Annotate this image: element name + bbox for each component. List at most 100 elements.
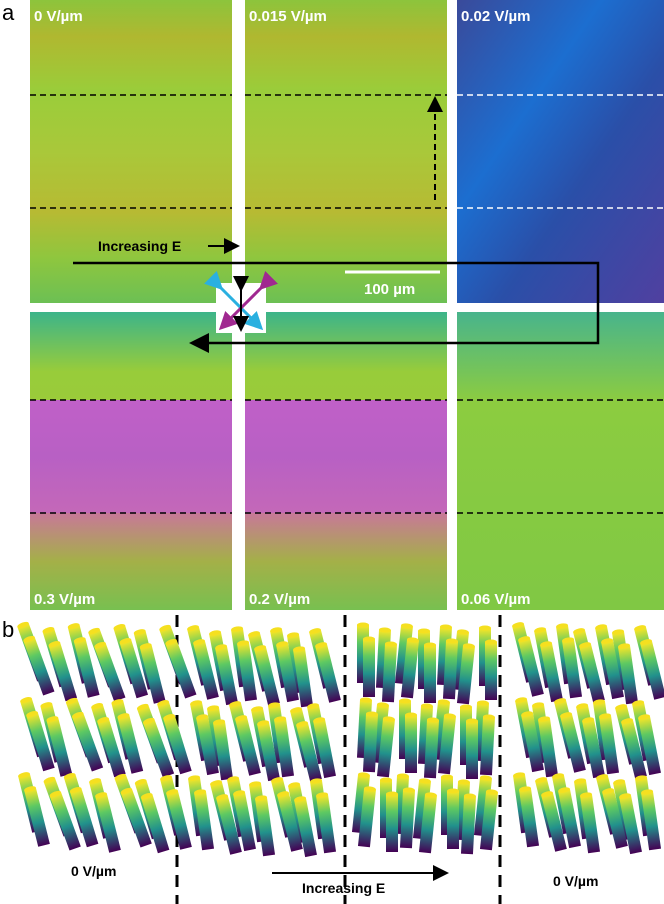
rod-cap xyxy=(615,704,627,710)
rod-cap xyxy=(233,790,245,796)
rod-cap xyxy=(26,711,38,717)
nanorod xyxy=(46,716,73,777)
rod-cap xyxy=(251,706,263,712)
nanorod xyxy=(638,714,661,776)
rod-body xyxy=(24,787,50,847)
rod-body xyxy=(599,715,620,775)
nanorod xyxy=(485,639,497,700)
rod-body xyxy=(23,636,55,696)
rod-cap xyxy=(257,720,269,726)
rod-cap xyxy=(558,787,570,793)
rod-body xyxy=(447,791,459,849)
rod-cap xyxy=(447,788,459,794)
rod-cap xyxy=(464,793,476,799)
rod-cap xyxy=(483,714,495,720)
rod-cap xyxy=(573,628,585,634)
scale-label: 100 µm xyxy=(364,281,415,298)
rod-cap xyxy=(277,791,289,797)
nanorod xyxy=(521,711,544,773)
rod-cap xyxy=(43,776,56,784)
rod-cap xyxy=(274,716,286,722)
rod-cap xyxy=(95,792,107,798)
rod-cap xyxy=(159,624,171,632)
micrograph xyxy=(245,0,447,303)
rod-cap xyxy=(249,781,261,787)
rod-cap xyxy=(480,775,492,781)
rod-cap xyxy=(538,716,550,722)
micrograph xyxy=(30,0,232,303)
nanorod xyxy=(120,787,152,848)
rod-cap xyxy=(309,628,321,634)
rod-cap xyxy=(619,793,631,799)
nanorod xyxy=(400,637,419,699)
rod-cap xyxy=(407,637,419,643)
nanorod xyxy=(640,639,664,700)
rod-cap xyxy=(293,646,305,652)
nanorod xyxy=(276,641,299,703)
rod-cap xyxy=(397,773,409,779)
rod-body xyxy=(562,639,583,699)
rod-body xyxy=(165,639,197,699)
rod-body xyxy=(254,646,280,706)
rod-body xyxy=(140,794,170,854)
rod-cap xyxy=(237,640,249,646)
nanorod xyxy=(641,789,662,851)
rod-body xyxy=(558,788,581,849)
rod-cap xyxy=(248,631,260,637)
nanorod xyxy=(73,637,100,698)
rod-body xyxy=(456,645,475,705)
rod-cap xyxy=(166,789,178,795)
rod-body xyxy=(119,639,149,699)
nanorod xyxy=(213,719,234,781)
rod-cap xyxy=(142,717,155,725)
rod-cap xyxy=(270,627,282,633)
rod-body xyxy=(560,713,586,773)
rod-cap xyxy=(271,777,283,783)
rod-cap xyxy=(209,630,221,636)
rod-cap xyxy=(386,791,398,797)
nanorod xyxy=(196,714,219,776)
rod-cap xyxy=(136,703,149,711)
nanorods xyxy=(17,621,664,858)
rod-cap xyxy=(194,789,206,795)
micrograph-band xyxy=(30,513,232,610)
rod-cap xyxy=(235,715,247,721)
rod-cap xyxy=(405,712,417,718)
rod-body xyxy=(386,794,398,852)
rod-cap xyxy=(23,635,35,643)
rod-body xyxy=(405,715,417,773)
rod-cap xyxy=(486,789,498,795)
nanorod xyxy=(424,642,436,703)
micrograph-band xyxy=(30,400,232,513)
nanorod xyxy=(538,716,559,778)
nanorod xyxy=(233,790,256,852)
rod-cap xyxy=(113,624,126,630)
nanorod xyxy=(313,717,336,779)
rod-cap xyxy=(210,780,222,786)
rod-cap xyxy=(379,627,391,633)
rod-cap xyxy=(457,629,469,635)
rod-body xyxy=(72,712,104,772)
rod-cap xyxy=(157,700,169,706)
rod-cap xyxy=(419,778,431,784)
rod-cap xyxy=(582,717,594,723)
nanorod xyxy=(193,639,219,700)
rod-cap xyxy=(512,622,524,628)
rod-cap xyxy=(17,621,29,629)
nanorod xyxy=(363,636,375,697)
rod-body xyxy=(215,645,238,706)
rod-cap xyxy=(403,787,415,793)
rod-body xyxy=(521,712,544,773)
field-label: 0.02 V/µm xyxy=(461,8,531,25)
field-label: 0.06 V/µm xyxy=(461,591,531,608)
rod-cap xyxy=(213,719,225,725)
nanorod xyxy=(442,638,458,700)
rod-cap xyxy=(114,773,127,781)
electrode-edges xyxy=(30,94,664,514)
micrograph xyxy=(457,312,664,610)
rod-cap xyxy=(518,636,530,642)
rod-cap xyxy=(254,645,266,651)
rod-cap xyxy=(438,699,450,705)
nanorod xyxy=(254,645,280,706)
rod-cap xyxy=(595,624,607,630)
